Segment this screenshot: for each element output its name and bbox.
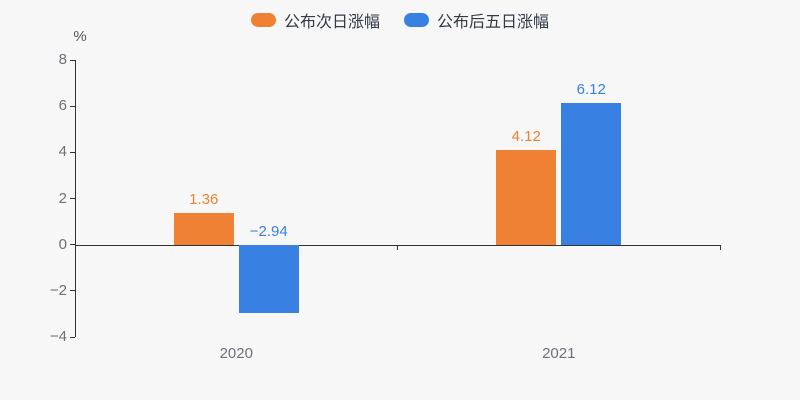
bar-next-day-change-2021[interactable] [496, 149, 557, 245]
bar-value-label-next-day-change-2021: 4.12 [511, 127, 541, 145]
y-axis-tick-label: 8 [58, 51, 67, 68]
y-axis-line [75, 60, 76, 337]
x-axis-category-label: 2021 [542, 345, 576, 362]
x-axis-tick [74, 244, 76, 250]
legend: 公布次日涨幅 公布后五日涨幅 [0, 8, 800, 32]
legend-item-next-day-change[interactable]: 公布次日涨幅 [250, 8, 380, 32]
legend-item-five-day-change[interactable]: 公布后五日涨幅 [404, 8, 549, 32]
y-axis-tick [70, 198, 75, 199]
legend-swatch-orange-icon [250, 13, 276, 27]
y-axis-tick [70, 290, 75, 292]
x-axis-tick [397, 244, 398, 250]
y-axis-tick [70, 105, 75, 107]
y-axis-tick-label: 4 [58, 143, 67, 161]
y-axis-tick [70, 336, 75, 338]
legend-swatch-blue-icon [404, 13, 429, 27]
bar-value-label-five-day-change-2021: 6.12 [576, 81, 606, 99]
y-axis-tick-label: −4 [49, 328, 67, 345]
legend-label-next-day-change: 公布次日涨幅 [283, 14, 380, 31]
bar-value-label-five-day-change-2020: −2.94 [249, 222, 288, 240]
y-axis-tick-label: 6 [58, 97, 67, 115]
x-axis-category-label: 2020 [219, 345, 253, 362]
y-axis-tick-label: −2 [49, 281, 67, 299]
bar-five-day-change-2020[interactable] [238, 244, 299, 313]
bar-five-day-change-2021[interactable] [561, 103, 622, 245]
legend-label-five-day-change: 公布后五日涨幅 [437, 14, 550, 31]
x-axis-tick [719, 244, 721, 250]
y-axis-tick [70, 244, 75, 246]
y-axis-tick-label: 0 [58, 235, 67, 253]
y-axis-tick [70, 151, 75, 153]
bar-next-day-change-2020[interactable] [173, 213, 234, 245]
y-axis-tick-label: 2 [58, 189, 67, 207]
bar-value-label-next-day-change-2020: 1.36 [189, 191, 219, 209]
y-axis-unit-label: % [73, 28, 87, 45]
y-axis-tick [70, 59, 75, 61]
